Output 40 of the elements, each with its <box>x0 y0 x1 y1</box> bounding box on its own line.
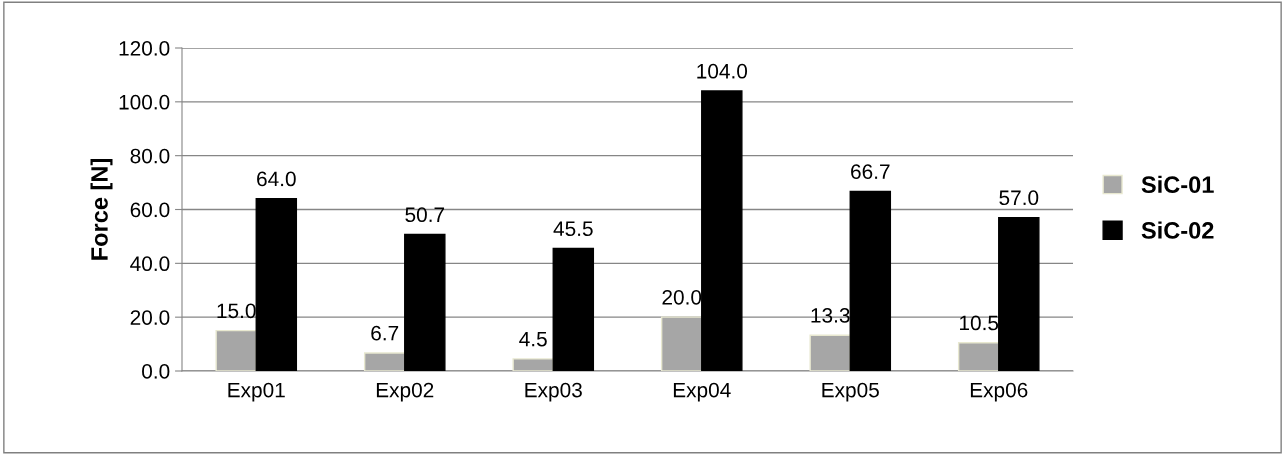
x-tick-label: Exp05 <box>822 382 879 402</box>
legend-label: SiC-02 <box>1141 221 1214 239</box>
bar <box>701 90 743 371</box>
bar <box>849 190 892 371</box>
bar <box>404 233 446 371</box>
x-tick-label: Exp02 <box>376 382 434 402</box>
y-tick-label: 0.0 <box>142 364 170 379</box>
bar <box>255 198 298 371</box>
data-label: 50.7 <box>405 207 445 223</box>
x-tick-label: Exp01 <box>228 382 285 402</box>
bar <box>809 334 851 371</box>
data-label: 15.0 <box>217 303 256 319</box>
data-label: 57.0 <box>999 190 1039 206</box>
x-tick-label: Exp04 <box>673 382 731 402</box>
bar <box>552 247 595 371</box>
data-label: 10.5 <box>960 315 999 331</box>
x-tick-label: Exp06 <box>970 382 1028 402</box>
bar <box>998 216 1040 371</box>
y-tick-label: 60.0 <box>130 202 170 218</box>
bar <box>512 358 554 371</box>
bar <box>660 316 703 371</box>
y-tick-label: 120.0 <box>119 41 170 56</box>
data-label: 13.3 <box>811 308 850 323</box>
data-label: 45.5 <box>553 221 593 237</box>
data-label: 64.0 <box>257 171 296 187</box>
bar <box>215 329 257 371</box>
y-tick-label: 100.0 <box>119 94 170 110</box>
y-tick-label: 40.0 <box>130 256 170 272</box>
y-tick-label: 20.0 <box>130 310 170 325</box>
data-label: 20.0 <box>662 289 702 305</box>
bar <box>957 342 1000 371</box>
legend-label: SiC-01 <box>1141 175 1214 194</box>
data-label: 66.7 <box>851 164 890 180</box>
x-tick-label: Exp03 <box>525 382 582 402</box>
data-label: 6.7 <box>371 325 399 341</box>
data-label: 104.0 <box>697 63 748 79</box>
y-tick-label: 80.0 <box>130 148 170 164</box>
bar <box>363 352 406 371</box>
data-label: 4.5 <box>519 331 547 347</box>
y-axis-title: Force [N] <box>90 159 113 260</box>
